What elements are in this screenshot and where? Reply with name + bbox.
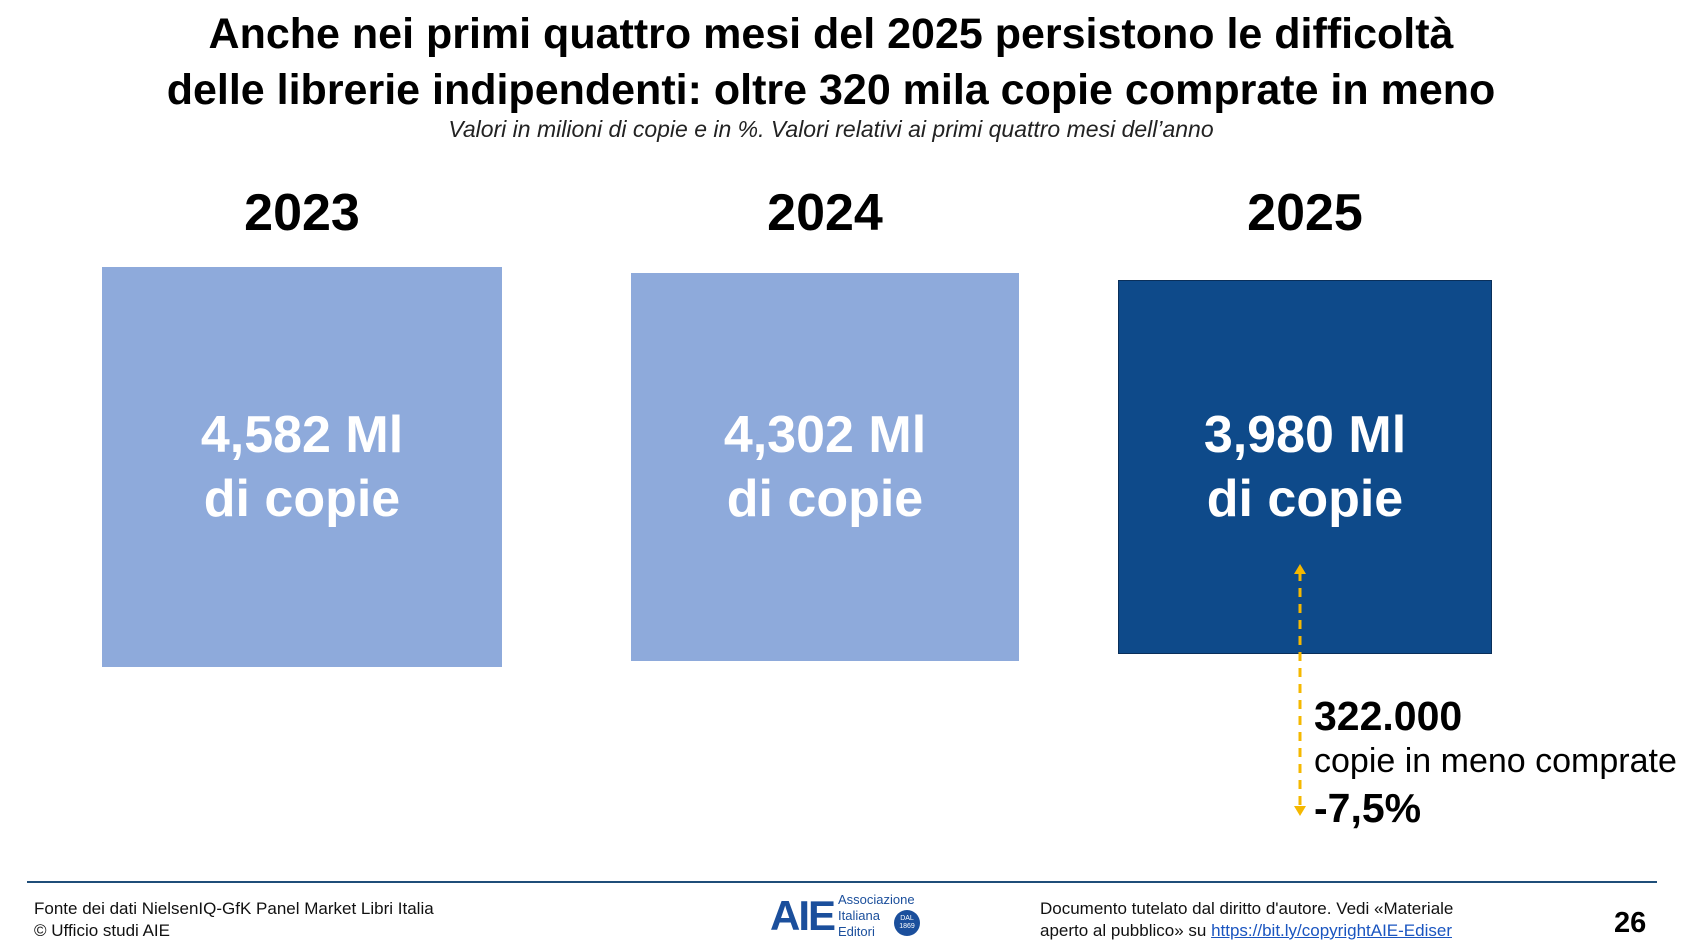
page-number: 26 [1614,907,1647,939]
copyright-line-1: Documento tutelato dal diritto d'autore.… [1040,899,1454,918]
value-label-2023-line-2: di copie [203,470,401,528]
value-label-2024-line-2: di copie [726,469,924,528]
annotation-percent: -7,5% [1314,785,1422,831]
page-title: Anche nei primi quattro mesi del 2025 pe… [0,6,1662,118]
value-box-2023: 4,582 Ml di copie [102,267,502,667]
title-line-2: delle librerie indipendenti: oltre 320 m… [166,66,1496,114]
year-label-2023: 2023 [244,184,360,242]
value-box-2025: 3,980 Ml di copie [1117,279,1493,655]
logo-text: Associazione Italiana Editori [838,892,915,940]
copyright-line-2: aperto al pubblico» su https://bit.ly/co… [1040,920,1453,942]
footer-copyright: Documento tutelato dal diritto d'autore.… [1040,898,1453,942]
value-label-2025-line-1: 3,980 Ml [1203,405,1407,464]
copyright-office: © Ufficio studi AIE [34,921,170,940]
value-label-2023-line-1: 4,582 Ml [200,406,404,464]
year-label-2025: 2025 [1247,184,1363,242]
aie-logo: AIE Associazione Italiana Editori DAL 18… [770,890,930,942]
copyright-line-2-text: aperto al pubblico» su [1040,921,1212,940]
decrease-arrow [1294,564,1306,816]
annotation-text: copie in meno comprate [1314,742,1677,780]
source-text: Fonte dei dati NielsenIQ-GfK Panel Marke… [34,899,434,918]
value-box-2024: 4,302 Ml di copie [631,273,1019,661]
footer-source: Fonte dei dati NielsenIQ-GfK Panel Marke… [34,898,434,942]
logo-seal: DAL 1869 [894,910,920,936]
logo-mark: AIE [770,892,836,939]
year-label-2024: 2024 [767,184,883,242]
value-label-2024-line-1: 4,302 Ml [723,405,927,464]
title-line-1: Anche nei primi quattro mesi del 2025 pe… [208,10,1454,58]
subtitle: Valori in milioni di copie e in %. Valor… [448,116,1214,142]
arrow-head-bottom [1294,806,1306,816]
logo-text-line-1: Associazione [838,892,915,907]
arrow-head-top [1294,564,1306,574]
footer-divider [27,881,1657,883]
annotation-value: 322.000 [1314,693,1463,739]
logo-text-line-2: Italiana [838,908,880,923]
value-label-2025-line-2: di copie [1206,469,1404,528]
copyright-link[interactable]: https://bit.ly/copyrightAIE-Ediser [1211,921,1452,940]
logo-text-line-3: Editori [838,924,875,939]
